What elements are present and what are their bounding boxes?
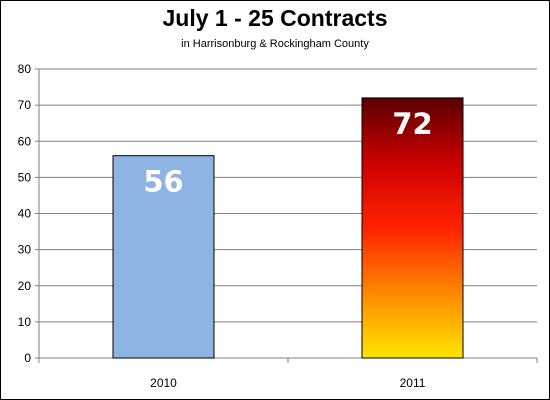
bar-2010 <box>112 155 215 359</box>
data-label-2010: 56 <box>143 165 183 199</box>
y-tick-label: 80 <box>18 62 32 76</box>
x-tick-label: 2011 <box>400 376 426 390</box>
bar-2011 <box>361 97 464 359</box>
y-tick-label: 10 <box>18 315 32 329</box>
labels: 56 2010 72 2011 <box>143 107 432 390</box>
data-label-2011: 72 <box>392 107 432 141</box>
y-tick-label: 20 <box>18 279 32 293</box>
y-tick-label: 0 <box>24 351 31 365</box>
bars <box>112 97 464 359</box>
y-tick-label: 50 <box>18 170 32 184</box>
chart-subtitle: in Harrisonburg & Rockingham County <box>181 38 369 50</box>
x-tick-label: 2010 <box>150 376 177 390</box>
y-tick-label: 60 <box>18 134 32 148</box>
y-tick-label: 30 <box>18 243 32 257</box>
y-tick-label: 40 <box>18 207 32 221</box>
chart-title: July 1 - 25 Contracts <box>162 5 388 31</box>
y-tick-label: 70 <box>18 98 32 112</box>
